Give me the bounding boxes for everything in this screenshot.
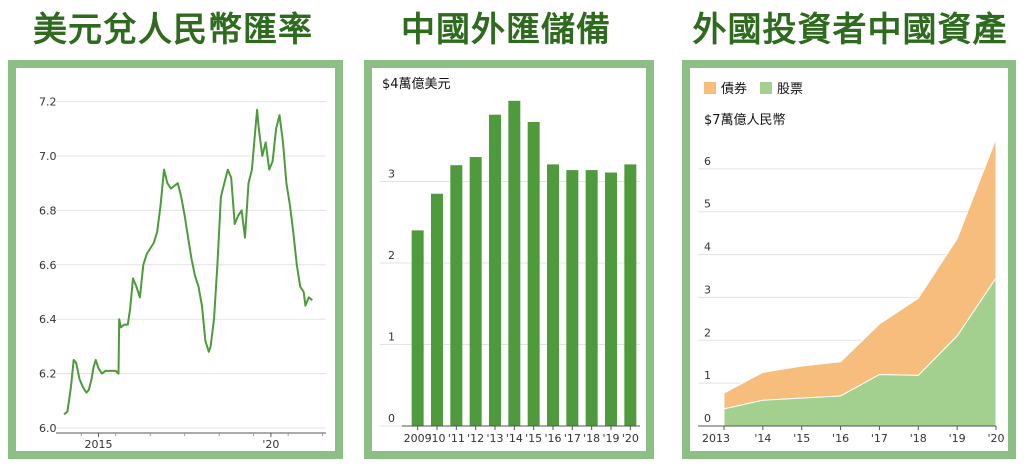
bar xyxy=(450,165,463,426)
y-tick-label: 6 xyxy=(704,155,711,168)
chart-usd-cny: 6.0 6.2 6.4 6.6 6.8 7.0 7.2 2015 '20 xyxy=(39,96,326,451)
x-tick-label: '20 xyxy=(622,432,639,445)
x-tick-label: '12 xyxy=(467,432,484,445)
x-tick-label: '18 xyxy=(910,432,927,445)
y-tick-label: 3 xyxy=(388,168,395,181)
x-tick-label: '10 xyxy=(428,432,445,445)
y-tick-label: 6.6 xyxy=(39,259,57,272)
bar xyxy=(527,122,540,426)
bar xyxy=(566,170,579,426)
x-tick-label: '17 xyxy=(564,432,581,445)
title-foreign-holdings: 外國投資者中國資產 xyxy=(692,10,1008,50)
title-usd-cny: 美元兌人民幣匯率 xyxy=(33,10,313,50)
x-tick-label: '19 xyxy=(602,432,619,445)
y-tick-label: 6.0 xyxy=(39,422,57,435)
x-tick-label: '15 xyxy=(793,432,810,445)
x-tick-label: '14 xyxy=(754,432,771,445)
y-tick-label: 1 xyxy=(704,369,711,382)
y-tick-label: 4 xyxy=(704,241,711,254)
bar xyxy=(508,100,521,426)
y-tick-label: 6.2 xyxy=(39,368,57,381)
legend-label: 債券 xyxy=(721,81,747,97)
bar xyxy=(411,230,424,426)
bar xyxy=(489,114,501,427)
y-tick-label: 1 xyxy=(388,331,395,344)
x-tick-label: 2015 xyxy=(84,438,112,451)
panel-fx-reserves: $4萬億美元 0 1 2 3 2009'10'11'12'13'14'15'16'17'1… xyxy=(364,60,654,459)
bar xyxy=(585,170,598,426)
y-tick-label: 2 xyxy=(388,249,395,262)
unit-label: $4萬億美元 xyxy=(382,76,451,92)
y-tick-label: 5 xyxy=(704,198,711,211)
x-tick-label: '14 xyxy=(506,432,523,445)
y-tick-label: 2 xyxy=(704,326,711,339)
bar xyxy=(431,193,443,426)
x-tick-label: '17 xyxy=(871,432,888,445)
y-tick-label: 6.4 xyxy=(39,313,57,326)
chart-foreign-holdings: 債券 股票 $7萬億人民幣 0 1 2 3 4 5 6 2013 '14 '15 '16 '17 '18 '19… xyxy=(698,81,1005,445)
legend-swatch xyxy=(704,82,716,94)
bar xyxy=(547,164,559,426)
x-tick-label: '19 xyxy=(949,432,966,445)
unit-label: $7萬億人民幣 xyxy=(704,112,786,128)
y-tick-label: 0 xyxy=(388,412,395,425)
legend-label: 股票 xyxy=(777,82,803,97)
x-tick-label: '15 xyxy=(525,432,542,445)
x-tick-label: 2013 xyxy=(702,432,730,445)
x-tick-label: '11 xyxy=(448,432,465,445)
x-tick-label: '16 xyxy=(544,432,561,445)
x-tick-label: '16 xyxy=(832,432,849,445)
x-tick-label: '20 xyxy=(987,432,1004,445)
x-tick-label: '20 xyxy=(262,438,279,451)
y-tick-label: 3 xyxy=(704,283,711,296)
x-tick-label: '18 xyxy=(583,432,600,445)
y-tick-label: 0 xyxy=(704,412,711,425)
y-tick-label: 7.0 xyxy=(39,150,57,163)
series-line-usd-cny xyxy=(63,108,313,416)
panel-foreign-holdings: 債券 股票 $7萬億人民幣 0 1 2 3 4 5 6 2013 '14 '15 '16 '17 '18 '19… xyxy=(682,60,1016,459)
panel-usd-cny: 6.0 6.2 6.4 6.6 6.8 7.0 7.2 2015 '20 xyxy=(8,60,343,459)
y-tick-label: 7.2 xyxy=(39,96,57,109)
x-tick-label: '13 xyxy=(486,432,503,445)
x-tick-label: 2009 xyxy=(404,432,432,445)
legend-swatch xyxy=(760,82,772,94)
area-stocks xyxy=(723,276,997,427)
bar xyxy=(469,157,482,427)
bar xyxy=(624,164,637,426)
chart-fx-reserves: $4萬億美元01232009'10'11'12'13'14'15'16'17'1… xyxy=(380,76,640,445)
y-tick-label: 6.8 xyxy=(39,204,57,217)
title-fx-reserves: 中國外匯儲備 xyxy=(401,10,611,50)
bar xyxy=(605,172,617,426)
